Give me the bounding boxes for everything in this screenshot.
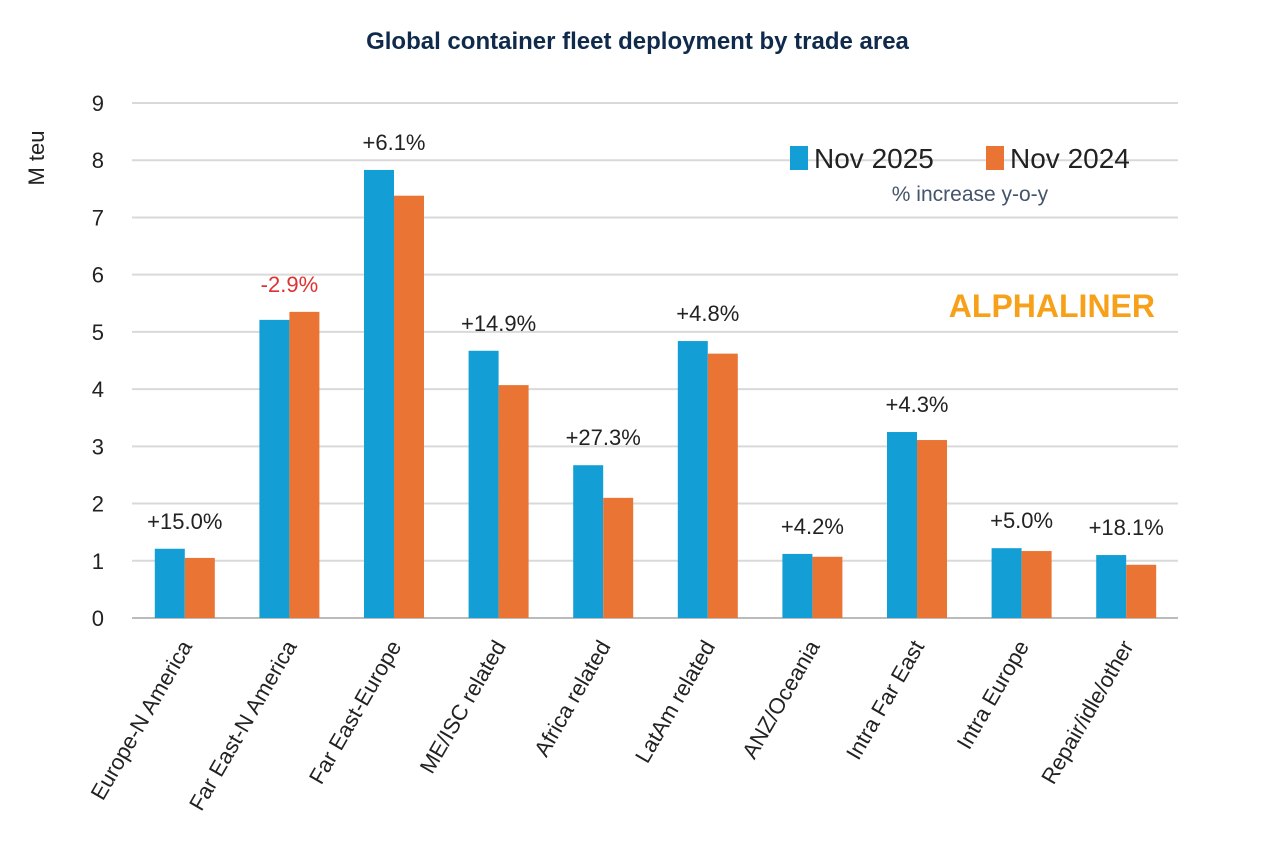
- chart-title: Global container fleet deployment by tra…: [366, 28, 909, 55]
- x-tick-label: Intra Far East: [841, 636, 929, 764]
- data-label: -2.9%: [261, 272, 318, 297]
- legend-swatch-nov-2025: [790, 146, 808, 170]
- bar-nov-2024: [184, 557, 215, 618]
- y-axis-label: M teu: [24, 130, 49, 185]
- y-tick-label: 9: [92, 91, 104, 116]
- data-label: +14.9%: [461, 311, 536, 336]
- x-tick-label: LatAm related: [630, 636, 720, 767]
- bar-nov-2025: [1096, 555, 1127, 618]
- x-tick-label: Africa related: [529, 636, 615, 761]
- legend-label-nov-2024: Nov 2024: [1010, 143, 1130, 174]
- y-tick-label: 2: [92, 492, 104, 517]
- data-label: +18.1%: [1089, 515, 1164, 540]
- data-label: +4.8%: [676, 301, 739, 326]
- y-tick-label: 7: [92, 205, 104, 230]
- y-tick-label: 5: [92, 320, 104, 345]
- y-tick-label: 3: [92, 434, 104, 459]
- bar-nov-2025: [154, 548, 185, 618]
- x-tick-label: ME/ISC related: [415, 636, 511, 778]
- bar-nov-2025: [677, 341, 708, 618]
- bar-nov-2024: [1126, 564, 1157, 618]
- data-label: +4.2%: [781, 514, 844, 539]
- bar-nov-2024: [498, 385, 529, 618]
- bar-nov-2025: [887, 432, 917, 618]
- bar-nov-2025: [782, 553, 813, 618]
- x-tick-label: Intra Europe: [952, 636, 1034, 753]
- data-label: +5.0%: [990, 508, 1053, 533]
- legend-note: % increase y-o-y: [892, 183, 1049, 206]
- bar-nov-2025: [991, 548, 1022, 618]
- bar-nov-2024: [289, 311, 320, 618]
- bar-nov-2024: [603, 497, 634, 618]
- bar-nov-2025: [468, 350, 499, 618]
- alphaliner-watermark: ALPHALINER: [949, 288, 1155, 324]
- y-tick-label: 0: [92, 606, 104, 631]
- bar-nov-2025: [259, 319, 290, 618]
- x-tick-label: ANZ/Oceania: [737, 635, 825, 763]
- data-label: +15.0%: [147, 509, 222, 534]
- data-label: +6.1%: [363, 130, 426, 155]
- bar-nov-2025: [573, 465, 604, 618]
- y-tick-label: 6: [92, 263, 104, 288]
- y-tick-label: 4: [92, 377, 104, 402]
- bar-nov-2025: [364, 169, 394, 618]
- bar-nov-2024: [1021, 551, 1052, 618]
- y-tick-label: 8: [92, 148, 104, 173]
- legend-swatch-nov-2024: [986, 146, 1004, 170]
- data-label: +27.3%: [566, 425, 641, 450]
- legend-label-nov-2025: Nov 2025: [814, 143, 934, 174]
- x-tick-label: Far East-N America: [184, 635, 302, 814]
- y-tick-label: 1: [92, 549, 104, 574]
- x-tick-label: Europe-N America: [86, 635, 198, 804]
- bar-nov-2024: [917, 440, 947, 618]
- bar-nov-2024: [707, 353, 738, 618]
- x-tick-label: Far East-Europe: [304, 636, 406, 788]
- x-tick-label: Repair/idle/other: [1036, 636, 1138, 788]
- data-label: +4.3%: [886, 392, 949, 417]
- legend: Nov 2025 Nov 2024 % increase y-o-y: [790, 143, 1130, 206]
- bar-nov-2024: [394, 195, 424, 618]
- bar-nov-2024: [812, 556, 843, 618]
